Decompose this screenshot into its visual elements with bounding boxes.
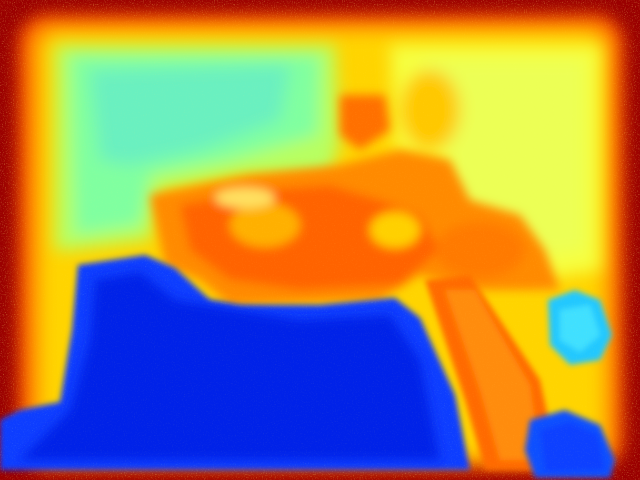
depth-map-image	[0, 0, 640, 480]
depth-map-scene	[0, 0, 640, 480]
